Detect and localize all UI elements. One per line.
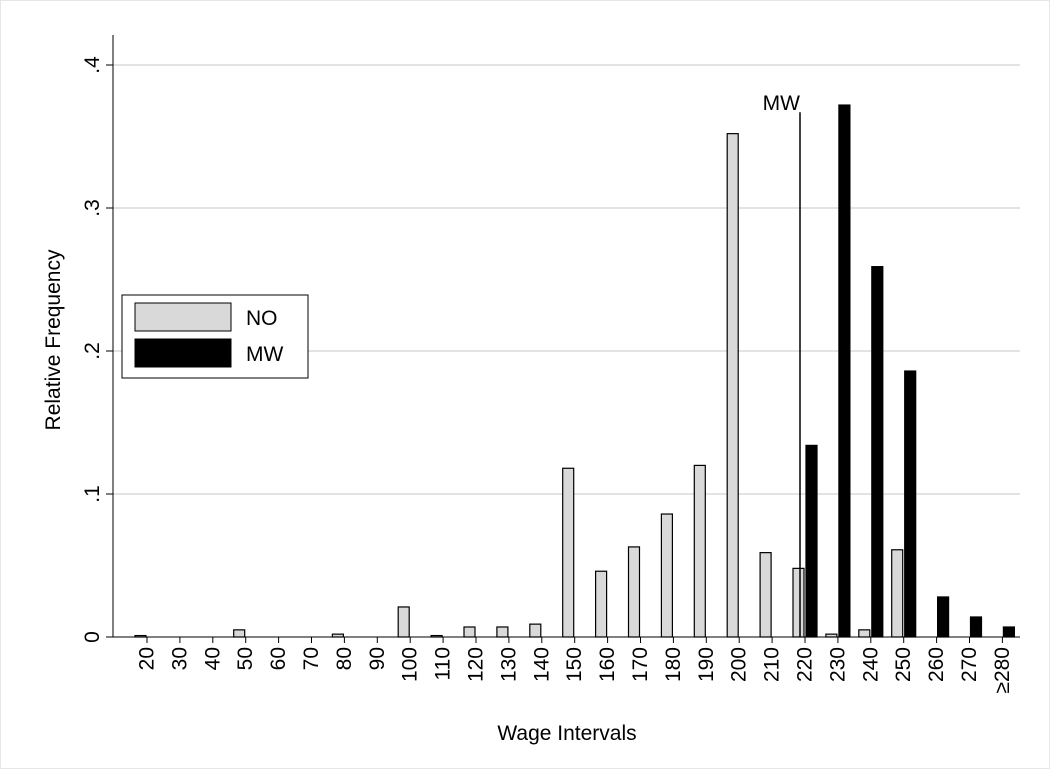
x-tick-label: 20 (136, 647, 159, 670)
y-axis-title: Relative Frequency (42, 249, 65, 430)
x-tick-label: 160 (596, 647, 619, 682)
bar (331, 633, 344, 638)
x-tick-label: 110 (432, 647, 455, 680)
legend-swatch (134, 302, 232, 332)
y-tick-label: .3 (81, 199, 104, 217)
x-tick-label: 170 (629, 647, 652, 682)
bar (759, 552, 772, 638)
legend: NO MW (121, 294, 309, 379)
x-tick-label: 30 (168, 647, 191, 670)
x-tick-label: 60 (267, 647, 290, 670)
x-tick-label: 80 (333, 647, 356, 670)
bar (594, 570, 608, 638)
x-tick-label: 40 (201, 647, 224, 670)
x-tick-label: 210 (761, 647, 784, 682)
y-tick-label: .2 (81, 342, 104, 360)
bar (838, 104, 851, 638)
y-tick-label: .4 (81, 56, 104, 74)
legend-label: MW (246, 343, 283, 366)
x-tick-label: 260 (925, 647, 948, 682)
y-tick-label: .1 (81, 485, 104, 503)
bar (825, 633, 838, 638)
bar (904, 370, 917, 638)
bar (496, 626, 509, 638)
x-tick-label: 70 (300, 647, 323, 670)
x-tick-label: 230 (826, 647, 849, 682)
y-tick-label: 0 (81, 631, 104, 643)
bar (891, 549, 904, 638)
legend-swatch (134, 338, 232, 368)
x-tick-label: 190 (695, 647, 718, 682)
bar (134, 634, 147, 638)
reference-label: MW (763, 92, 800, 115)
x-tick-label: 240 (859, 647, 882, 682)
bar (233, 629, 246, 638)
x-tick-label: 50 (234, 647, 257, 670)
bar (792, 567, 805, 638)
x-tick-label: 130 (497, 647, 520, 682)
bar (693, 464, 706, 638)
bar (463, 626, 476, 638)
x-tick-label: 270 (958, 647, 981, 682)
bar (805, 444, 818, 638)
x-tick-label: 150 (563, 647, 586, 682)
bar (627, 546, 641, 638)
x-axis-title: Wage Intervals (497, 722, 636, 745)
bar (871, 266, 884, 638)
x-tick-label: ≥280 (991, 647, 1014, 694)
bar (529, 623, 542, 638)
x-tick-label: 120 (465, 647, 488, 682)
bar (726, 133, 739, 638)
x-tick-label: 90 (366, 647, 389, 670)
x-tick-label: 140 (530, 647, 553, 682)
bar (397, 606, 410, 638)
x-tick-label: 100 (399, 647, 422, 682)
x-tick-label: 250 (892, 647, 915, 682)
legend-label: NO (246, 307, 278, 330)
bar (936, 596, 950, 638)
bar (562, 467, 575, 638)
x-tick-label: 180 (662, 647, 685, 682)
bar (858, 629, 871, 638)
bar (430, 634, 443, 638)
bar (969, 616, 983, 638)
x-tick-label: 220 (794, 647, 817, 682)
bar (1002, 626, 1016, 638)
bar (660, 513, 674, 638)
x-tick-label: 200 (728, 647, 751, 682)
